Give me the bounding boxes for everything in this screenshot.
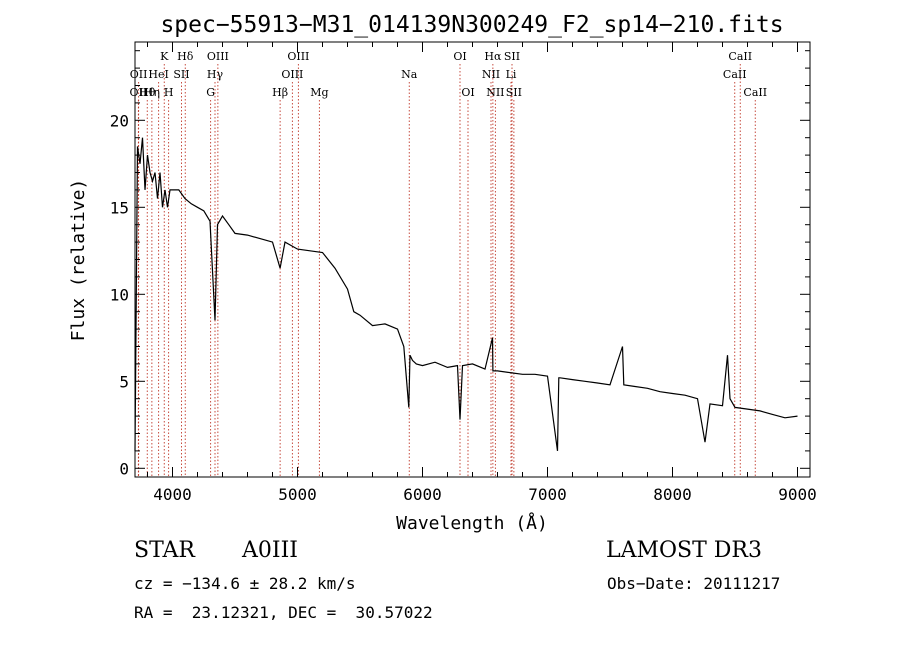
line-label: G (206, 86, 215, 99)
line-label: H (164, 86, 174, 99)
y-tick-label: 15 (110, 198, 129, 217)
line-label: OIII (287, 50, 309, 63)
line-label: SII (506, 86, 522, 99)
line-label: Hη (144, 86, 160, 99)
line-label: OIII (281, 68, 303, 81)
line-label: Hθ (139, 86, 156, 99)
spectral-line-markers (137, 64, 756, 477)
line-label: Na (401, 68, 418, 81)
y-tick-label: 5 (119, 372, 129, 391)
line-label: OI (461, 86, 474, 99)
y-axis-label: Flux (relative) (68, 179, 89, 342)
line-label: K (160, 50, 169, 63)
observation-date: Obs−Date: 20111217 (607, 574, 781, 593)
line-label: CaII (743, 86, 767, 99)
x-tick-label: 5000 (278, 485, 317, 504)
line-label: SII (173, 68, 189, 81)
object-subclass: A0III (242, 538, 298, 563)
line-label: HeI (148, 68, 168, 81)
line-label: Hβ (272, 86, 288, 99)
line-label: Hδ (177, 50, 194, 63)
x-tick-label: 6000 (403, 485, 442, 504)
line-label: Mg (310, 86, 328, 99)
x-axis-ticks: 4000 5000 6000 7000 8000 9000 (147, 42, 817, 504)
line-label: OI (453, 50, 466, 63)
line-label: OIII (207, 50, 229, 63)
line-label: Hγ (207, 68, 224, 81)
y-tick-label: 20 (110, 111, 129, 130)
line-label: SII (504, 50, 520, 63)
line-label: CaII (723, 68, 747, 81)
sky-coordinates: RA = 23.12321, DEC = 30.57022 (134, 603, 433, 622)
y-tick-label: 0 (119, 459, 129, 478)
x-tick-label: 4000 (153, 485, 192, 504)
x-tick-label: 8000 (653, 485, 692, 504)
line-label: NII (486, 86, 504, 99)
x-tick-label: 7000 (528, 485, 567, 504)
x-axis-label: Wavelength (Å) (396, 512, 548, 534)
object-class: STAR (134, 538, 195, 563)
x-tick-label: 9000 (778, 485, 817, 504)
line-label: NII (482, 68, 500, 81)
line-label: Hα (484, 50, 502, 63)
line-label: Li (506, 68, 517, 81)
redshift-velocity: cz = −134.6 ± 28.2 km/s (134, 574, 356, 593)
spectrum-series-line (134, 137, 798, 451)
y-axis-ticks: 0 5 10 15 20 (110, 50, 810, 478)
y-tick-label: 10 (110, 285, 129, 304)
line-label: OII (130, 86, 148, 99)
line-label: CaII (728, 50, 752, 63)
line-label: OII (130, 68, 148, 81)
spectral-line-labels: OIIOIIHθHηHeIKHSIIHδGOIIIHγHβOIIIOIIIMgN… (130, 50, 768, 99)
survey-name: LAMOST DR3 (606, 538, 762, 563)
chart-title: spec−55913−M31_014139N300249_F2_sp14−210… (160, 12, 783, 38)
